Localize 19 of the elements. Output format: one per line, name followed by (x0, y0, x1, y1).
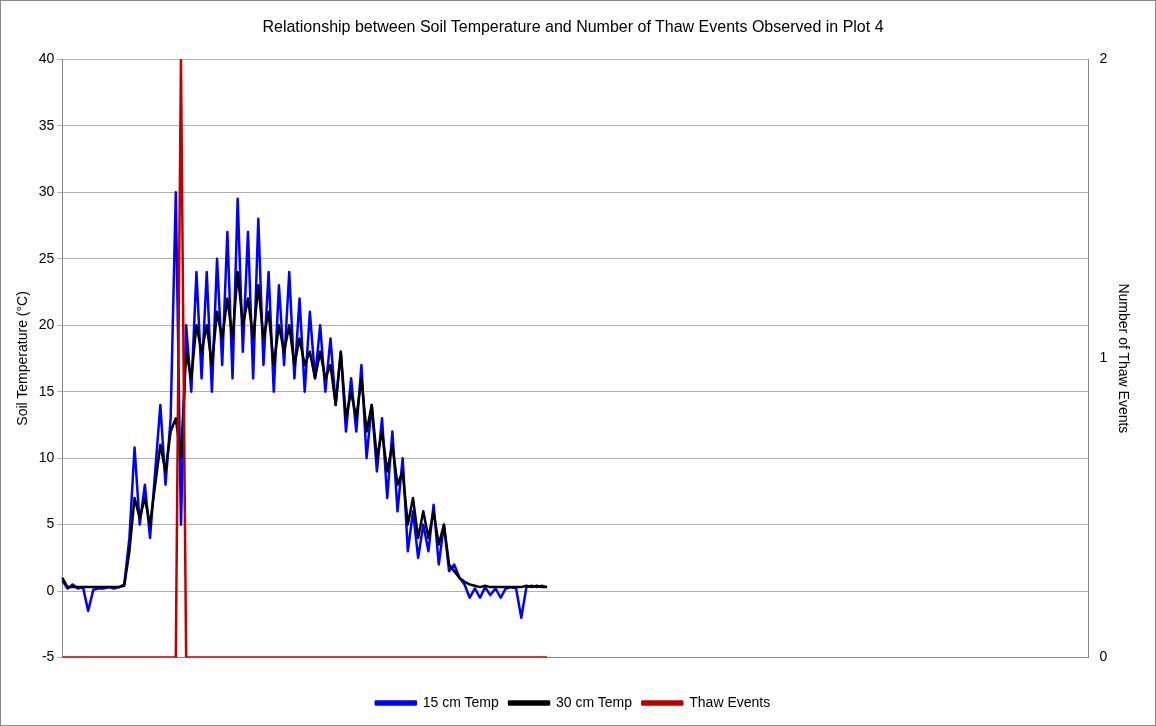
legend-label: 15 cm Temp (422, 693, 499, 710)
y-tick-label: 35 (38, 116, 55, 133)
y-tick-label: -5 (41, 648, 55, 665)
legend-label: Thaw Events (689, 693, 771, 710)
y-axis-title: Soil Temperature (°C) (14, 291, 31, 426)
y-tick-label: 5 (46, 515, 55, 532)
legend-label: 30 cm Temp (556, 693, 633, 710)
y2-tick-label: 0 (1099, 648, 1108, 665)
y-tick-label: 30 (38, 183, 55, 200)
chart-title: Relationship between Soil Temperature and Number of Thaw Events Observed in Plot 4 (262, 18, 884, 36)
y-tick-label: 15 (38, 382, 55, 399)
y2-tick-label: 2 (1099, 50, 1108, 67)
y-tick-label: 40 (38, 50, 55, 67)
y-tick-label: 20 (38, 316, 55, 333)
y2-axis-title: Number of Thaw Events (1115, 283, 1132, 434)
y-tick-label: 0 (46, 581, 55, 598)
y-tick-label: 25 (38, 249, 55, 266)
y-tick-label: 10 (38, 448, 55, 465)
y2-tick-label: 1 (1099, 349, 1108, 366)
